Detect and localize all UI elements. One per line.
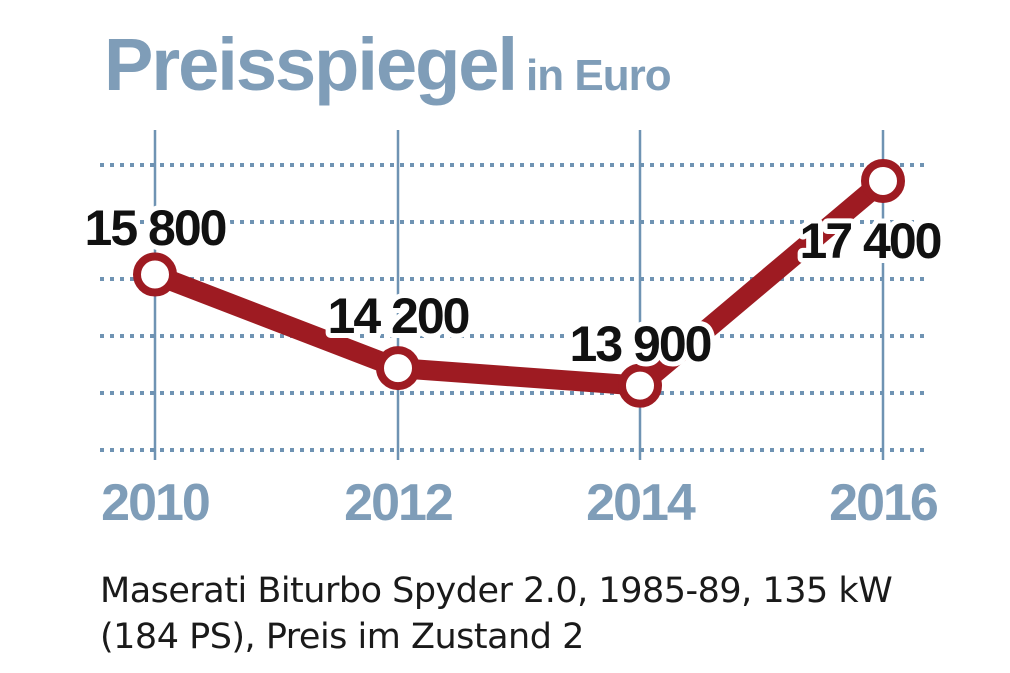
data-label-halo: 13 900 [570, 316, 711, 372]
chart-caption: Maserati Biturbo Spyder 2.0, 1985-89, 13… [100, 568, 920, 660]
series-line [145, 170, 893, 396]
chart-unit-label: in Euro [526, 51, 672, 100]
data-point [861, 158, 905, 203]
data-label: 17 400 [800, 213, 941, 269]
caption-line-1: Maserati Biturbo Spyder 2.0, 1985-89, 13… [100, 571, 893, 611]
chart-title-main: Preisspiegel [104, 23, 518, 106]
x-tick-label: 2012 [344, 474, 452, 532]
caption-line-2: (184 PS), Preis im Zustand 2 [100, 617, 584, 657]
data-label-halo: 17 400 [800, 213, 941, 269]
data-label: 14 200 [328, 288, 469, 344]
data-point [133, 252, 177, 297]
data-series [133, 158, 905, 408]
data-label: 13 900 [570, 316, 711, 372]
x-tick-label: 2016 [829, 474, 938, 532]
x-tick-label: 2014 [586, 474, 696, 532]
x-axis: 2010 2012 2014 2016 [101, 474, 940, 532]
data-label-halo: 14 200 [328, 288, 469, 344]
data-point [618, 363, 662, 408]
data-label-halo: 15 800 [85, 200, 226, 256]
chart-title: Preisspiegel in Euro [104, 22, 672, 107]
data-label: 15 800 [85, 200, 226, 256]
x-tick-label: 2010 [101, 474, 209, 532]
data-point [376, 346, 420, 391]
